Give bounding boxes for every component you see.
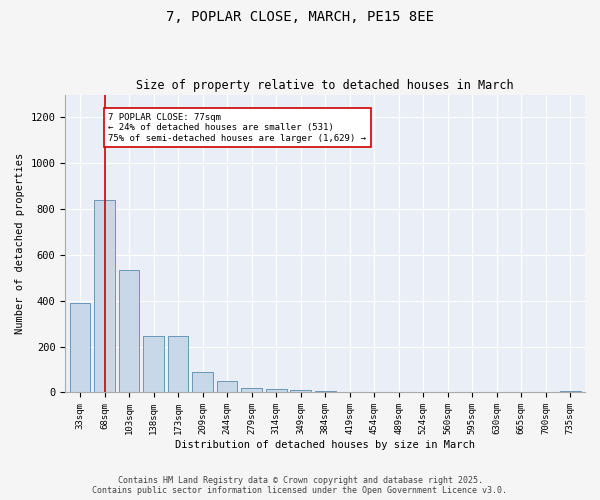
Bar xyxy=(290,390,311,392)
Y-axis label: Number of detached properties: Number of detached properties xyxy=(15,153,25,334)
Bar xyxy=(315,390,335,392)
Title: Size of property relative to detached houses in March: Size of property relative to detached ho… xyxy=(136,79,514,92)
Bar xyxy=(241,388,262,392)
Bar xyxy=(192,372,213,392)
Bar xyxy=(119,270,139,392)
Bar xyxy=(217,380,238,392)
Text: Contains HM Land Registry data © Crown copyright and database right 2025.
Contai: Contains HM Land Registry data © Crown c… xyxy=(92,476,508,495)
Bar xyxy=(70,303,91,392)
Text: 7, POPLAR CLOSE, MARCH, PE15 8EE: 7, POPLAR CLOSE, MARCH, PE15 8EE xyxy=(166,10,434,24)
Text: 7 POPLAR CLOSE: 77sqm
← 24% of detached houses are smaller (531)
75% of semi-det: 7 POPLAR CLOSE: 77sqm ← 24% of detached … xyxy=(108,113,366,142)
Bar xyxy=(94,200,115,392)
Bar xyxy=(143,336,164,392)
Bar xyxy=(560,390,581,392)
X-axis label: Distribution of detached houses by size in March: Distribution of detached houses by size … xyxy=(175,440,475,450)
Bar xyxy=(167,336,188,392)
Bar xyxy=(266,390,287,392)
